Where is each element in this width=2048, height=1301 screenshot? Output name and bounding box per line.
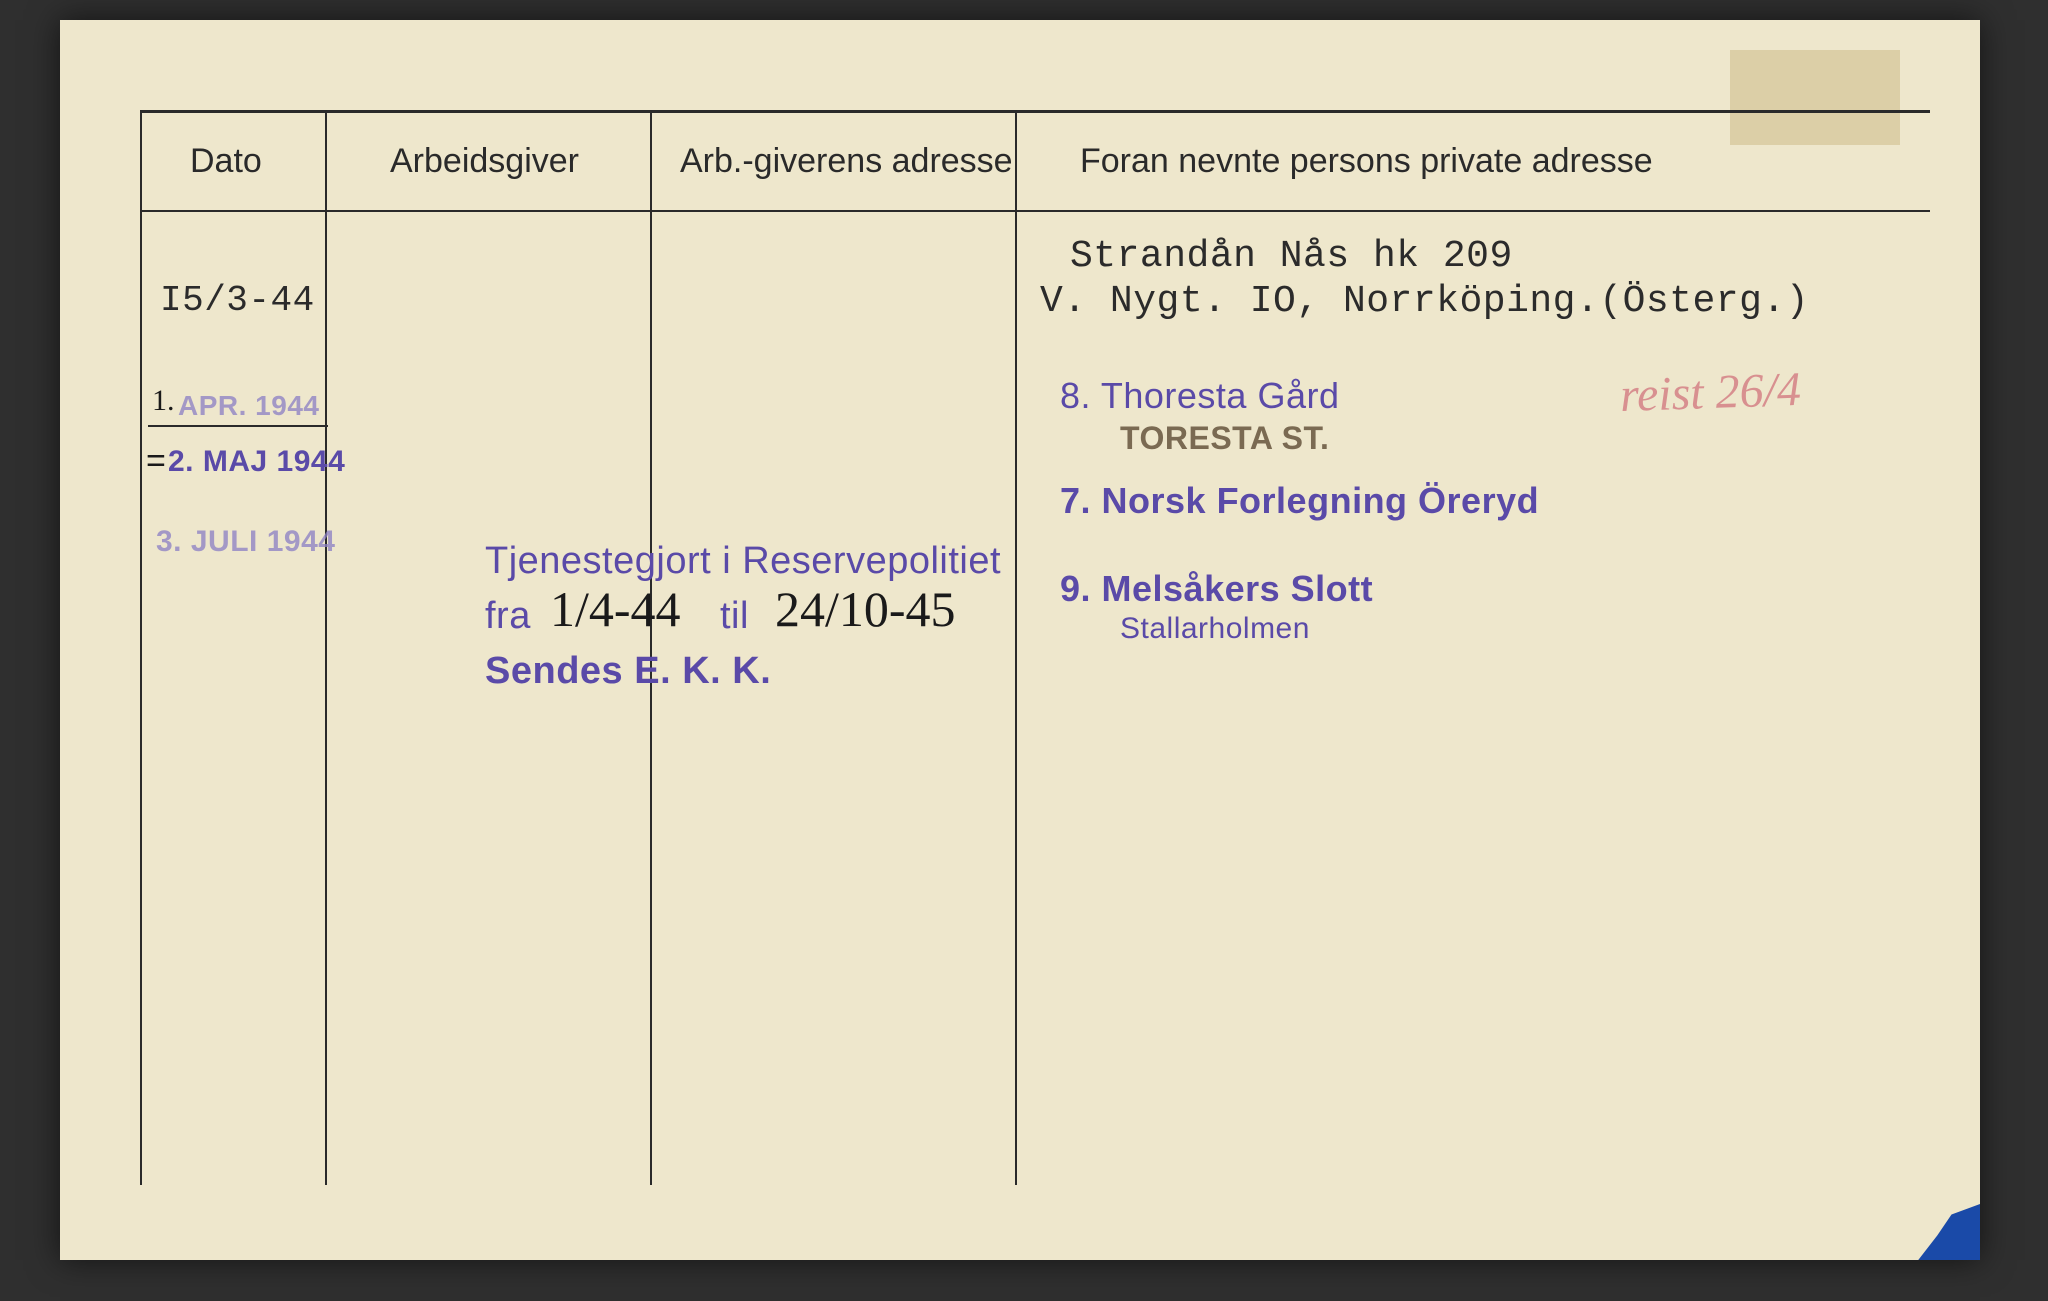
service-fra: fra [485, 595, 531, 638]
vline-3 [1015, 110, 1017, 1185]
addr-line1: Strandån Nås hk 209 [1070, 235, 1513, 278]
scan-background: Dato Arbeidsgiver Arb.-giverens adresse … [0, 0, 2048, 1301]
handwritten-red: reist 26/4 [1619, 362, 1802, 423]
date-2-prefix: 1. [152, 384, 175, 418]
column-headers: Dato Arbeidsgiver Arb.-giverens adresse … [60, 130, 1980, 200]
addr-line2: V. Nygt. IO, Norrköping.(Österg.) [1040, 280, 1809, 323]
vline-left [140, 110, 142, 1185]
date-1-typed: I5/3-44 [160, 280, 315, 321]
ink-blot-corner [1885, 1190, 1980, 1260]
addr-line4: 7. Norsk Forlegning Öreryd [1060, 480, 1539, 522]
addr-line5b: Stallarholmen [1120, 612, 1310, 646]
date-2-underline [148, 425, 328, 427]
vline-1 [325, 110, 327, 1185]
addr-line5a: 9. Melsåkers Slott [1060, 568, 1373, 610]
service-til: til [720, 595, 749, 638]
hdr-dato: Dato [190, 142, 262, 181]
service-line3: Sendes E. K. K. [485, 650, 771, 693]
hdr-adresse: Arb.-giverens adresse [680, 142, 1013, 181]
addr-line3b: TORESTA ST. [1120, 420, 1329, 457]
service-line1: Tjenestegjort i Reservepolitiet [485, 540, 1001, 583]
addr-line3a: 8. Thoresta Gård [1060, 375, 1339, 417]
date-4-stamp: 3. JULI 1944 [156, 525, 335, 559]
rule-header-bottom [140, 210, 1930, 212]
hdr-privat: Foran nevnte persons private adresse [1080, 142, 1653, 181]
vline-2 [650, 110, 652, 1185]
hdr-arbeidsgiver: Arbeidsgiver [390, 142, 579, 181]
service-hand-fra: 1/4-44 [550, 580, 681, 638]
date-3-prefix: = [146, 442, 166, 481]
rule-top [140, 110, 1930, 113]
index-card: Dato Arbeidsgiver Arb.-giverens adresse … [60, 20, 1980, 1260]
service-hand-til: 24/10-45 [775, 580, 956, 638]
date-2-stamp: APR. 1944 [178, 390, 319, 422]
date-3-stamp: 2. MAJ 1944 [168, 445, 345, 479]
